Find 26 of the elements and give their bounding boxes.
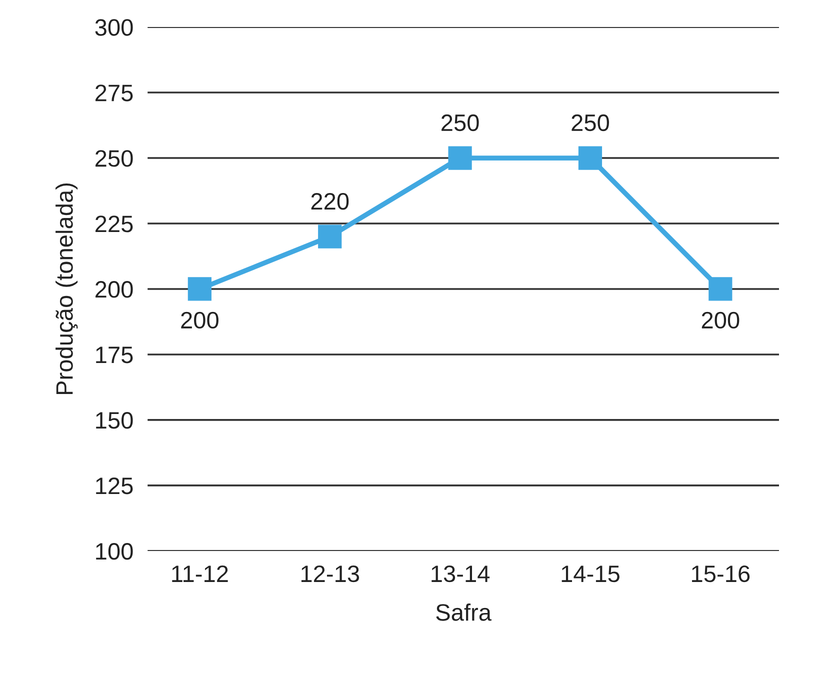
point (578, 146, 602, 170)
data-label: 250 (442, 114, 479, 132)
y-axis-title: Produção (tonelada) (56, 183, 78, 394)
y-tick-label: 250 (96, 150, 133, 167)
data-label: 220 (311, 192, 349, 210)
y-tick-label: 100 (96, 543, 133, 560)
data-label: 250 (572, 114, 610, 132)
point (318, 224, 342, 248)
y-tick-label: 300 (95, 19, 133, 36)
x-tick-label: 15-16 (692, 565, 750, 582)
point (188, 277, 212, 301)
y-tick-label: 175 (96, 346, 133, 364)
x-tick-label: 14-15 (562, 566, 620, 582)
y-tick-label: 275 (96, 84, 133, 102)
y-tick-label: 225 (96, 216, 133, 232)
y-tick-label: 150 (96, 412, 133, 429)
x-tick-label: 13-14 (432, 565, 490, 582)
x-axis-title: Safra (436, 604, 492, 621)
point (448, 146, 472, 170)
y-tick-label: 200 (96, 281, 133, 298)
point (708, 277, 732, 301)
x-tick-label: 12-13 (301, 565, 360, 582)
data-label: 200 (181, 312, 218, 329)
y-tick-label: 125 (96, 478, 133, 494)
data-label: 200 (702, 312, 740, 329)
x-tick-label: 11-12 (172, 565, 228, 582)
